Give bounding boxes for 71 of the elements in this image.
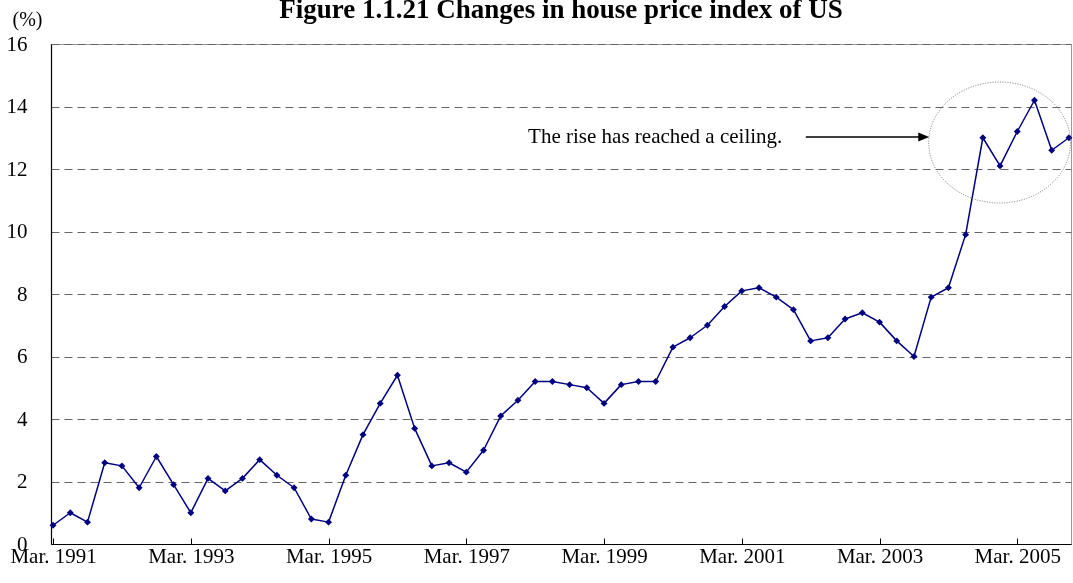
point [996,162,1004,170]
point [170,481,178,489]
point [480,446,487,454]
point [497,412,505,420]
x-tick-label: Mar. 2001 [699,543,786,568]
point [204,474,212,482]
point [703,321,711,329]
point [962,231,970,239]
point [359,431,367,439]
point [858,309,866,317]
point [152,453,160,460]
point [118,462,126,470]
x-tick-label: Mar. 1999 [561,543,648,568]
y-tick-label: 8 [17,281,28,306]
y-tick-label: 14 [6,94,28,118]
point [738,287,746,295]
point [462,468,470,476]
point [221,487,229,495]
point [772,293,780,301]
y-axis-title: (%) [12,7,43,31]
y-tick-label: 10 [6,219,28,243]
y-tick-label: 4 [17,406,28,431]
point [927,293,935,301]
point [531,378,539,385]
x-tick-label: Mar. 1993 [148,543,235,568]
point [635,378,642,385]
point [755,284,763,292]
point [721,303,729,310]
point [548,378,556,385]
x-tick-label: Mar. 2003 [836,543,924,568]
y-tick-label: 12 [6,156,28,181]
point [84,518,91,526]
point [669,343,677,351]
point [445,459,453,467]
point [1065,134,1073,142]
y-tick-label: 6 [17,344,28,368]
point [307,515,315,523]
x-tick-label: Mar. 2005 [974,543,1061,568]
point [893,337,901,345]
point [944,284,952,292]
point [428,462,436,470]
point [617,381,625,389]
point [135,484,143,492]
point [876,318,883,326]
point [514,396,522,404]
y-tick-label: 16 [6,31,28,56]
point [1031,96,1038,104]
point [325,518,333,526]
point [652,378,660,385]
point [979,134,987,142]
point [187,509,195,517]
point [376,399,384,407]
point [566,381,574,389]
annotation: The rise has reached a ceiling. [528,124,783,148]
point [256,456,264,464]
point [841,315,849,323]
point [411,424,419,432]
y-tick-label: 2 [17,469,28,493]
point [290,484,298,492]
point [600,399,608,407]
point [1013,128,1021,135]
point [393,371,401,379]
point [583,384,591,392]
x-tick-label: Mar. 1995 [285,543,373,568]
point [686,334,694,342]
point [824,334,832,342]
x-tick-label: Mar. 1997 [423,543,510,568]
point [273,471,281,479]
point [789,306,797,314]
point [49,521,57,529]
point [239,474,246,482]
